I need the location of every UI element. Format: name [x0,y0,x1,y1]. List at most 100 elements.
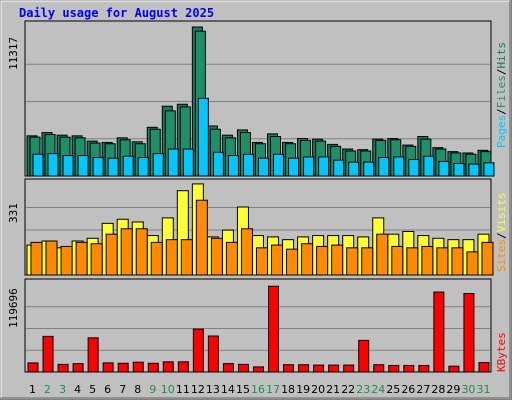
right-axis-label: Pages/Files/Hits [495,42,508,148]
axis-label-part: Visits [495,193,508,233]
bar-sites-21 [331,244,344,276]
bar-kbytes-16 [252,366,264,373]
axis-label-part: Pages [495,115,508,148]
bar-sites-2 [45,240,58,276]
chart-title: Daily usage for August 2025 [19,6,214,20]
bar-pages-13 [212,151,224,177]
bar-kbytes-9 [147,362,159,373]
bar-pages-7 [122,155,134,177]
bar-kbytes-3 [57,363,69,373]
bar-sites-9 [150,241,163,276]
bar-sites-17 [271,244,284,276]
bar-sites-8 [135,228,148,276]
bar-kbytes-11 [177,361,189,373]
day-label-24: 24 [371,383,385,396]
day-label-26: 26 [401,383,415,396]
bar-sites-30 [466,251,479,276]
bar-sites-14 [225,241,238,276]
bar-sites-1 [30,241,43,276]
panel-kbytes: 119696 KBytes [7,278,508,373]
bar-sites-19 [301,243,314,276]
day-label-28: 28 [431,383,445,396]
bar-kbytes-17 [268,285,280,373]
bar-kbytes-18 [283,364,295,373]
bar-pages-17 [273,153,285,177]
day-label-31: 31 [476,383,490,396]
bar-pages-20 [318,156,330,177]
day-label-10: 10 [161,383,175,396]
bar-pages-14 [227,155,239,177]
bar-sites-24 [376,233,389,276]
bar-pages-8 [137,157,149,177]
bar-sites-12 [195,199,208,276]
bar-kbytes-31 [478,362,490,373]
axis-label-part: KBytes [495,332,508,372]
bar-pages-23 [363,161,375,177]
y-max-label: 11317 [7,37,20,70]
bar-pages-30 [468,163,480,177]
bar-sites-15 [240,228,253,276]
bar-kbytes-26 [403,364,415,373]
bar-sites-23 [361,247,374,276]
bar-kbytes-25 [388,364,400,373]
bar-kbytes-4 [72,363,84,373]
day-label-16: 16 [251,383,265,396]
bar-pages-5 [92,157,104,177]
bar-sites-13 [210,237,223,276]
day-label-20: 20 [311,383,325,396]
right-axis-label: KBytes [495,332,508,372]
panel-background [24,278,492,373]
bar-pages-11 [182,148,194,177]
panel-visits-sites: 331 Sites/Visits [7,178,508,276]
bar-pages-15 [242,153,254,177]
bar-kbytes-29 [448,365,460,373]
bar-kbytes-24 [373,364,385,373]
bar-pages-2 [47,153,59,177]
day-label-2: 2 [44,383,51,396]
day-label-30: 30 [461,383,475,396]
bar-kbytes-14 [222,363,234,373]
day-label-1: 1 [29,383,36,396]
day-label-5: 5 [89,383,96,396]
axis-label-part: Sites [495,239,508,272]
bar-pages-21 [333,159,345,177]
bar-sites-28 [436,247,449,276]
bar-sites-31 [481,241,494,276]
bar-sites-27 [421,245,434,276]
bar-pages-1 [32,153,44,177]
day-label-18: 18 [281,383,295,396]
bar-sites-5 [90,243,103,276]
bar-sites-3 [60,245,73,276]
day-label-23: 23 [356,383,370,396]
bar-kbytes-19 [298,364,310,373]
bar-pages-4 [77,155,89,177]
day-label-27: 27 [416,383,430,396]
bar-sites-20 [316,245,329,276]
bar-sites-16 [255,247,268,276]
bar-kbytes-1 [27,362,39,373]
day-label-29: 29 [446,383,460,396]
axis-label-part: / [495,232,508,239]
bar-kbytes-15 [237,363,249,373]
day-label-9: 9 [149,383,156,396]
bar-sites-4 [75,241,88,276]
bar-kbytes-21 [328,364,340,373]
bar-sites-10 [165,239,178,276]
day-label-4: 4 [74,383,81,396]
bar-pages-10 [167,148,179,177]
bar-sites-25 [391,245,404,276]
day-label-19: 19 [296,383,310,396]
day-label-6: 6 [104,383,111,396]
bar-kbytes-12 [192,328,204,373]
day-label-7: 7 [119,383,126,396]
axis-label-part: / [495,69,508,76]
axis-label-part: / [495,108,508,115]
bar-pages-12 [197,97,209,177]
bar-pages-28 [438,161,450,177]
bar-pages-27 [423,155,435,177]
right-axis-label: Sites/Visits [495,193,508,273]
bar-pages-19 [303,156,315,177]
bar-kbytes-8 [132,361,144,373]
